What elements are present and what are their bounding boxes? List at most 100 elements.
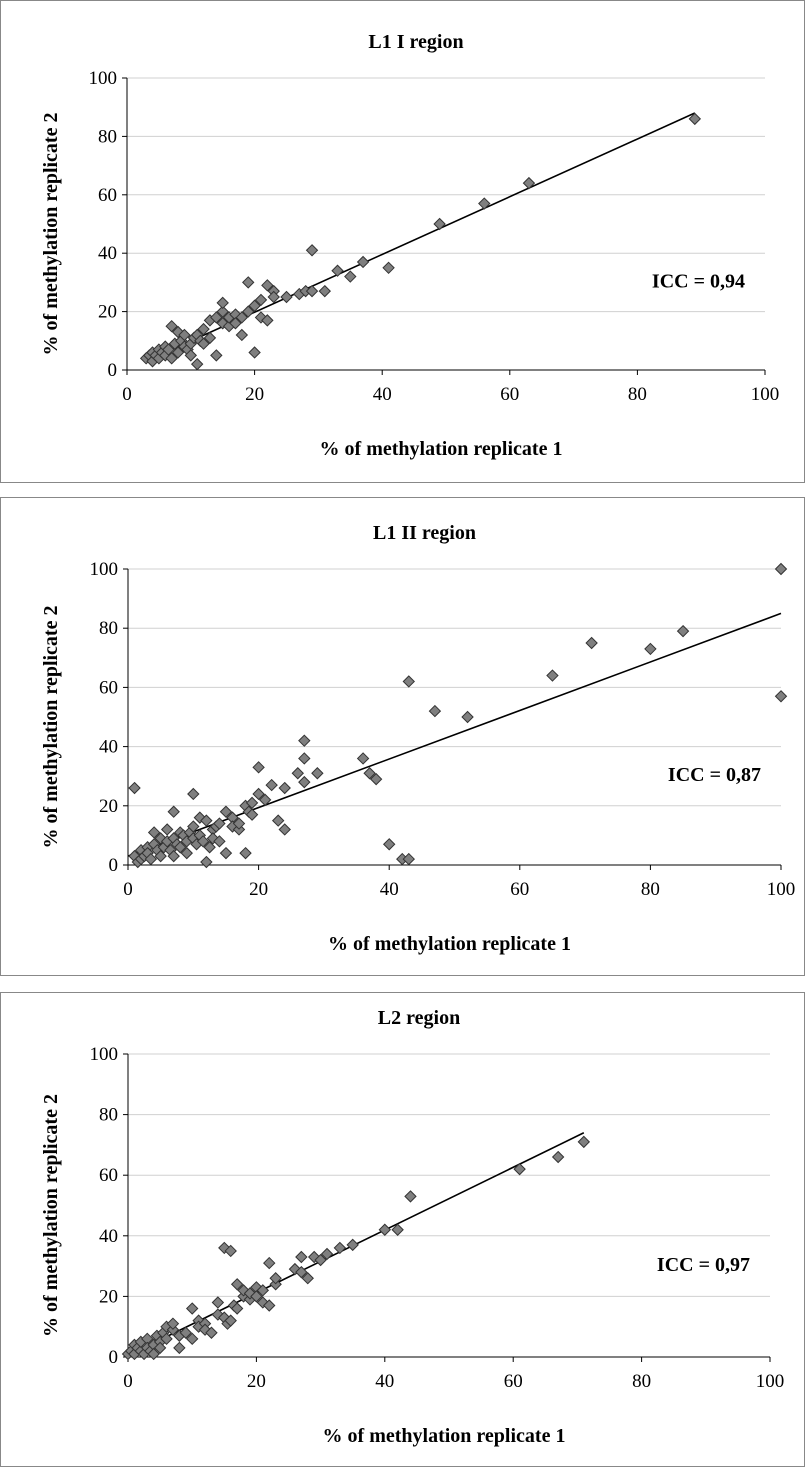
chart1-y-tick-label: 80 xyxy=(98,126,117,147)
chart2-data-point xyxy=(291,767,304,780)
chart1-x-axis-label: % of methylation replicate 1 xyxy=(320,438,563,460)
chart3-data-point xyxy=(346,1238,359,1252)
chart3-data-point xyxy=(224,1314,237,1327)
chart1-data-point xyxy=(162,343,175,356)
chart2-data-point xyxy=(128,781,141,795)
chart1-y-tick-label: 20 xyxy=(98,302,117,323)
chart1-data-point xyxy=(267,290,280,304)
chart1-data-point xyxy=(382,261,395,275)
chart2-data-point xyxy=(196,835,210,848)
chart3-data-point xyxy=(230,1302,244,1315)
chart1-data-point xyxy=(344,270,357,283)
chart2-data-point xyxy=(160,823,174,836)
chart1-x-tick-label: 40 xyxy=(373,384,392,405)
chart1-data-point xyxy=(254,293,268,307)
chart2-data-point xyxy=(363,767,376,780)
chart2-data-point xyxy=(774,690,788,703)
chart1-y-tick-label: 100 xyxy=(89,68,118,89)
chart1-data-point xyxy=(235,328,249,342)
chart1-data-point xyxy=(216,296,229,310)
chart2-data-point xyxy=(245,796,259,810)
chart2-y-axis-label: % of methylation replicate 2 xyxy=(40,606,62,849)
chart1-x-tick-label: 20 xyxy=(245,384,264,405)
chart3-data-point xyxy=(269,1272,282,1285)
chart3-x-tick-label: 80 xyxy=(632,1371,651,1392)
chart2-data-point xyxy=(278,781,291,795)
chart2-x-tick-label: 20 xyxy=(249,879,268,900)
chart2-y-tick-label: 60 xyxy=(99,677,118,698)
chart2-data-point xyxy=(298,752,311,765)
chart3-x-tick-label: 20 xyxy=(247,1371,266,1392)
chart1-data-point xyxy=(190,357,204,371)
chart1-data-point xyxy=(248,346,261,359)
chart2-y-tick-label: 20 xyxy=(99,796,118,817)
chart3-data-point xyxy=(153,1341,167,1355)
chart1-data-point xyxy=(210,311,223,324)
chart3-data-point xyxy=(314,1253,327,1267)
chart2-data-point xyxy=(180,846,193,860)
chart-panel-1: L1 I region 0 20 40 60 80 100 0 20 40 60 80 100 % of … xyxy=(0,0,805,483)
chart3-data-point xyxy=(147,1347,160,1361)
chart1-data-point xyxy=(305,244,319,257)
chart1-data-point xyxy=(203,331,217,345)
chart2-data-point xyxy=(298,734,311,747)
chart2-data-point xyxy=(200,814,213,827)
chart3-data-point xyxy=(185,1302,199,1315)
chart1-data-point xyxy=(280,290,293,304)
chart3-x-tick-label: 60 xyxy=(504,1371,523,1392)
chart3-y-tick-label: 0 xyxy=(109,1347,119,1368)
chart3-x-tick-label: 0 xyxy=(123,1371,133,1392)
chart3-data-point xyxy=(378,1223,392,1236)
chart1-data-point xyxy=(235,311,249,324)
chart1-data-point xyxy=(478,197,491,210)
chart1-data-point xyxy=(261,314,274,327)
chart2-title: L1 II region xyxy=(373,522,476,544)
chart2-data-point xyxy=(239,846,252,860)
chart2-data-point xyxy=(219,846,233,860)
chart2-data-point xyxy=(213,835,226,848)
chart3-data-point xyxy=(295,1250,308,1264)
chart2-data-point xyxy=(252,761,265,774)
chart2-y-tick-label: 100 xyxy=(90,559,119,580)
chart2-data-point xyxy=(428,704,442,718)
chart3-y-tick-label: 20 xyxy=(99,1286,118,1307)
chart2-data-point xyxy=(369,772,383,786)
chart2-data-point xyxy=(265,778,278,792)
chart2-data-point xyxy=(546,669,559,682)
chart2-x-tick-label: 80 xyxy=(641,879,660,900)
chart3-y-tick-label: 80 xyxy=(99,1105,118,1126)
chart3-data-point xyxy=(295,1265,308,1279)
chart3-y-tick-label: 40 xyxy=(99,1226,118,1247)
chart-svg-2: L1 II region 0 20 40 60 80 100 0 20 40 60 80 100 % of… xyxy=(40,522,796,955)
chart2-data-point xyxy=(147,826,161,839)
chart2-data-point xyxy=(271,814,285,827)
chart1-data-point xyxy=(171,346,185,359)
chart3-data-point xyxy=(211,1296,225,1309)
chart3-data-point xyxy=(301,1272,314,1285)
chart3-data-point xyxy=(185,1332,199,1346)
chart3-icc-annotation: ICC = 0,97 xyxy=(657,1254,750,1276)
chart2-data-point xyxy=(311,767,324,780)
chart1-y-tick-label: 0 xyxy=(108,360,118,381)
chart1-icc-annotation: ICC = 0,94 xyxy=(652,270,745,292)
chart1-y-tick-label: 40 xyxy=(98,243,117,264)
chart3-data-point xyxy=(224,1244,237,1258)
chart2-y-tick-label: 0 xyxy=(109,855,119,876)
chart2-y-tick-label: 80 xyxy=(99,618,118,639)
chart1-data-point xyxy=(261,279,274,292)
chart1-data-point xyxy=(197,322,210,336)
chart3-data-point xyxy=(320,1247,334,1261)
chart1-data-point xyxy=(184,349,198,362)
chart1-data-point xyxy=(305,284,319,298)
chart2-data-point xyxy=(167,849,180,863)
chart2-x-tick-label: 40 xyxy=(380,879,399,900)
chart1-data-point xyxy=(229,317,242,330)
chart2-x-tick-label: 100 xyxy=(767,879,796,900)
chart1-data-point xyxy=(242,305,255,318)
chart2-data-point xyxy=(644,642,657,656)
chart-panel-2: L1 II region 0 20 40 60 80 100 0 20 40 60 80 100 % of… xyxy=(0,497,805,976)
chart2-x-tick-label: 0 xyxy=(123,879,133,900)
chart3-data-point xyxy=(166,1317,180,1330)
chart2-data-point xyxy=(187,787,200,801)
chart2-data-point xyxy=(144,852,158,866)
